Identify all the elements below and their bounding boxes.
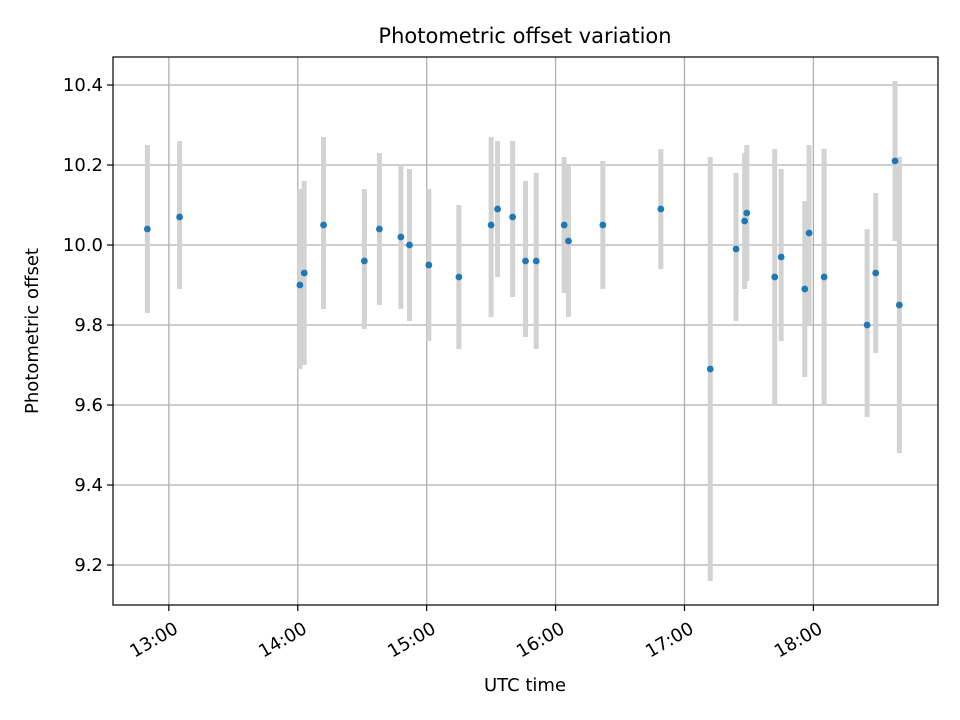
data-point bbox=[376, 225, 383, 233]
data-point bbox=[872, 269, 880, 277]
data-point bbox=[425, 261, 433, 269]
data-point bbox=[771, 273, 779, 281]
data-point bbox=[494, 205, 501, 213]
data-point bbox=[863, 321, 871, 329]
data-point bbox=[176, 213, 184, 221]
data-point bbox=[801, 285, 809, 293]
data-point bbox=[565, 237, 572, 245]
y-tick-label: 10.2 bbox=[63, 155, 103, 176]
data-point bbox=[143, 225, 151, 233]
y-axis-label: Photometric offset bbox=[22, 248, 43, 414]
data-point bbox=[895, 301, 903, 309]
data-point bbox=[706, 365, 714, 373]
data-point bbox=[320, 221, 327, 229]
data-point bbox=[300, 269, 308, 277]
data-point bbox=[296, 281, 304, 289]
data-point bbox=[743, 209, 751, 217]
data-point bbox=[360, 257, 368, 265]
data-point bbox=[820, 273, 828, 281]
plot-frame bbox=[112, 56, 939, 606]
y-tick-label: 10.0 bbox=[63, 235, 103, 256]
data-point bbox=[891, 157, 899, 165]
y-tick-label: 10.4 bbox=[63, 75, 103, 96]
grid-lines bbox=[113, 57, 938, 605]
y-tick-label: 9.6 bbox=[74, 395, 103, 416]
data-point bbox=[741, 217, 749, 225]
y-tick-label: 9.8 bbox=[74, 315, 103, 336]
y-axis: 9.2 9.4 9.6 9.8 10.0 10.2 10.4 bbox=[63, 75, 113, 576]
data-points bbox=[143, 157, 903, 373]
data-point bbox=[732, 245, 740, 253]
data-point bbox=[522, 257, 529, 265]
data-point bbox=[397, 233, 405, 241]
data-point bbox=[455, 273, 463, 281]
y-tick-label: 9.2 bbox=[74, 555, 103, 576]
data-point bbox=[805, 229, 813, 237]
chart-title: Photometric offset variation bbox=[378, 24, 671, 48]
data-point bbox=[406, 241, 413, 249]
data-point bbox=[509, 213, 517, 221]
data-point bbox=[487, 221, 495, 229]
data-point bbox=[657, 205, 665, 213]
data-point bbox=[532, 257, 540, 265]
x-axis-label: UTC time bbox=[484, 675, 566, 696]
data-point bbox=[599, 221, 607, 229]
data-point bbox=[777, 253, 785, 261]
y-tick-label: 9.4 bbox=[74, 475, 103, 496]
data-point bbox=[560, 221, 568, 229]
